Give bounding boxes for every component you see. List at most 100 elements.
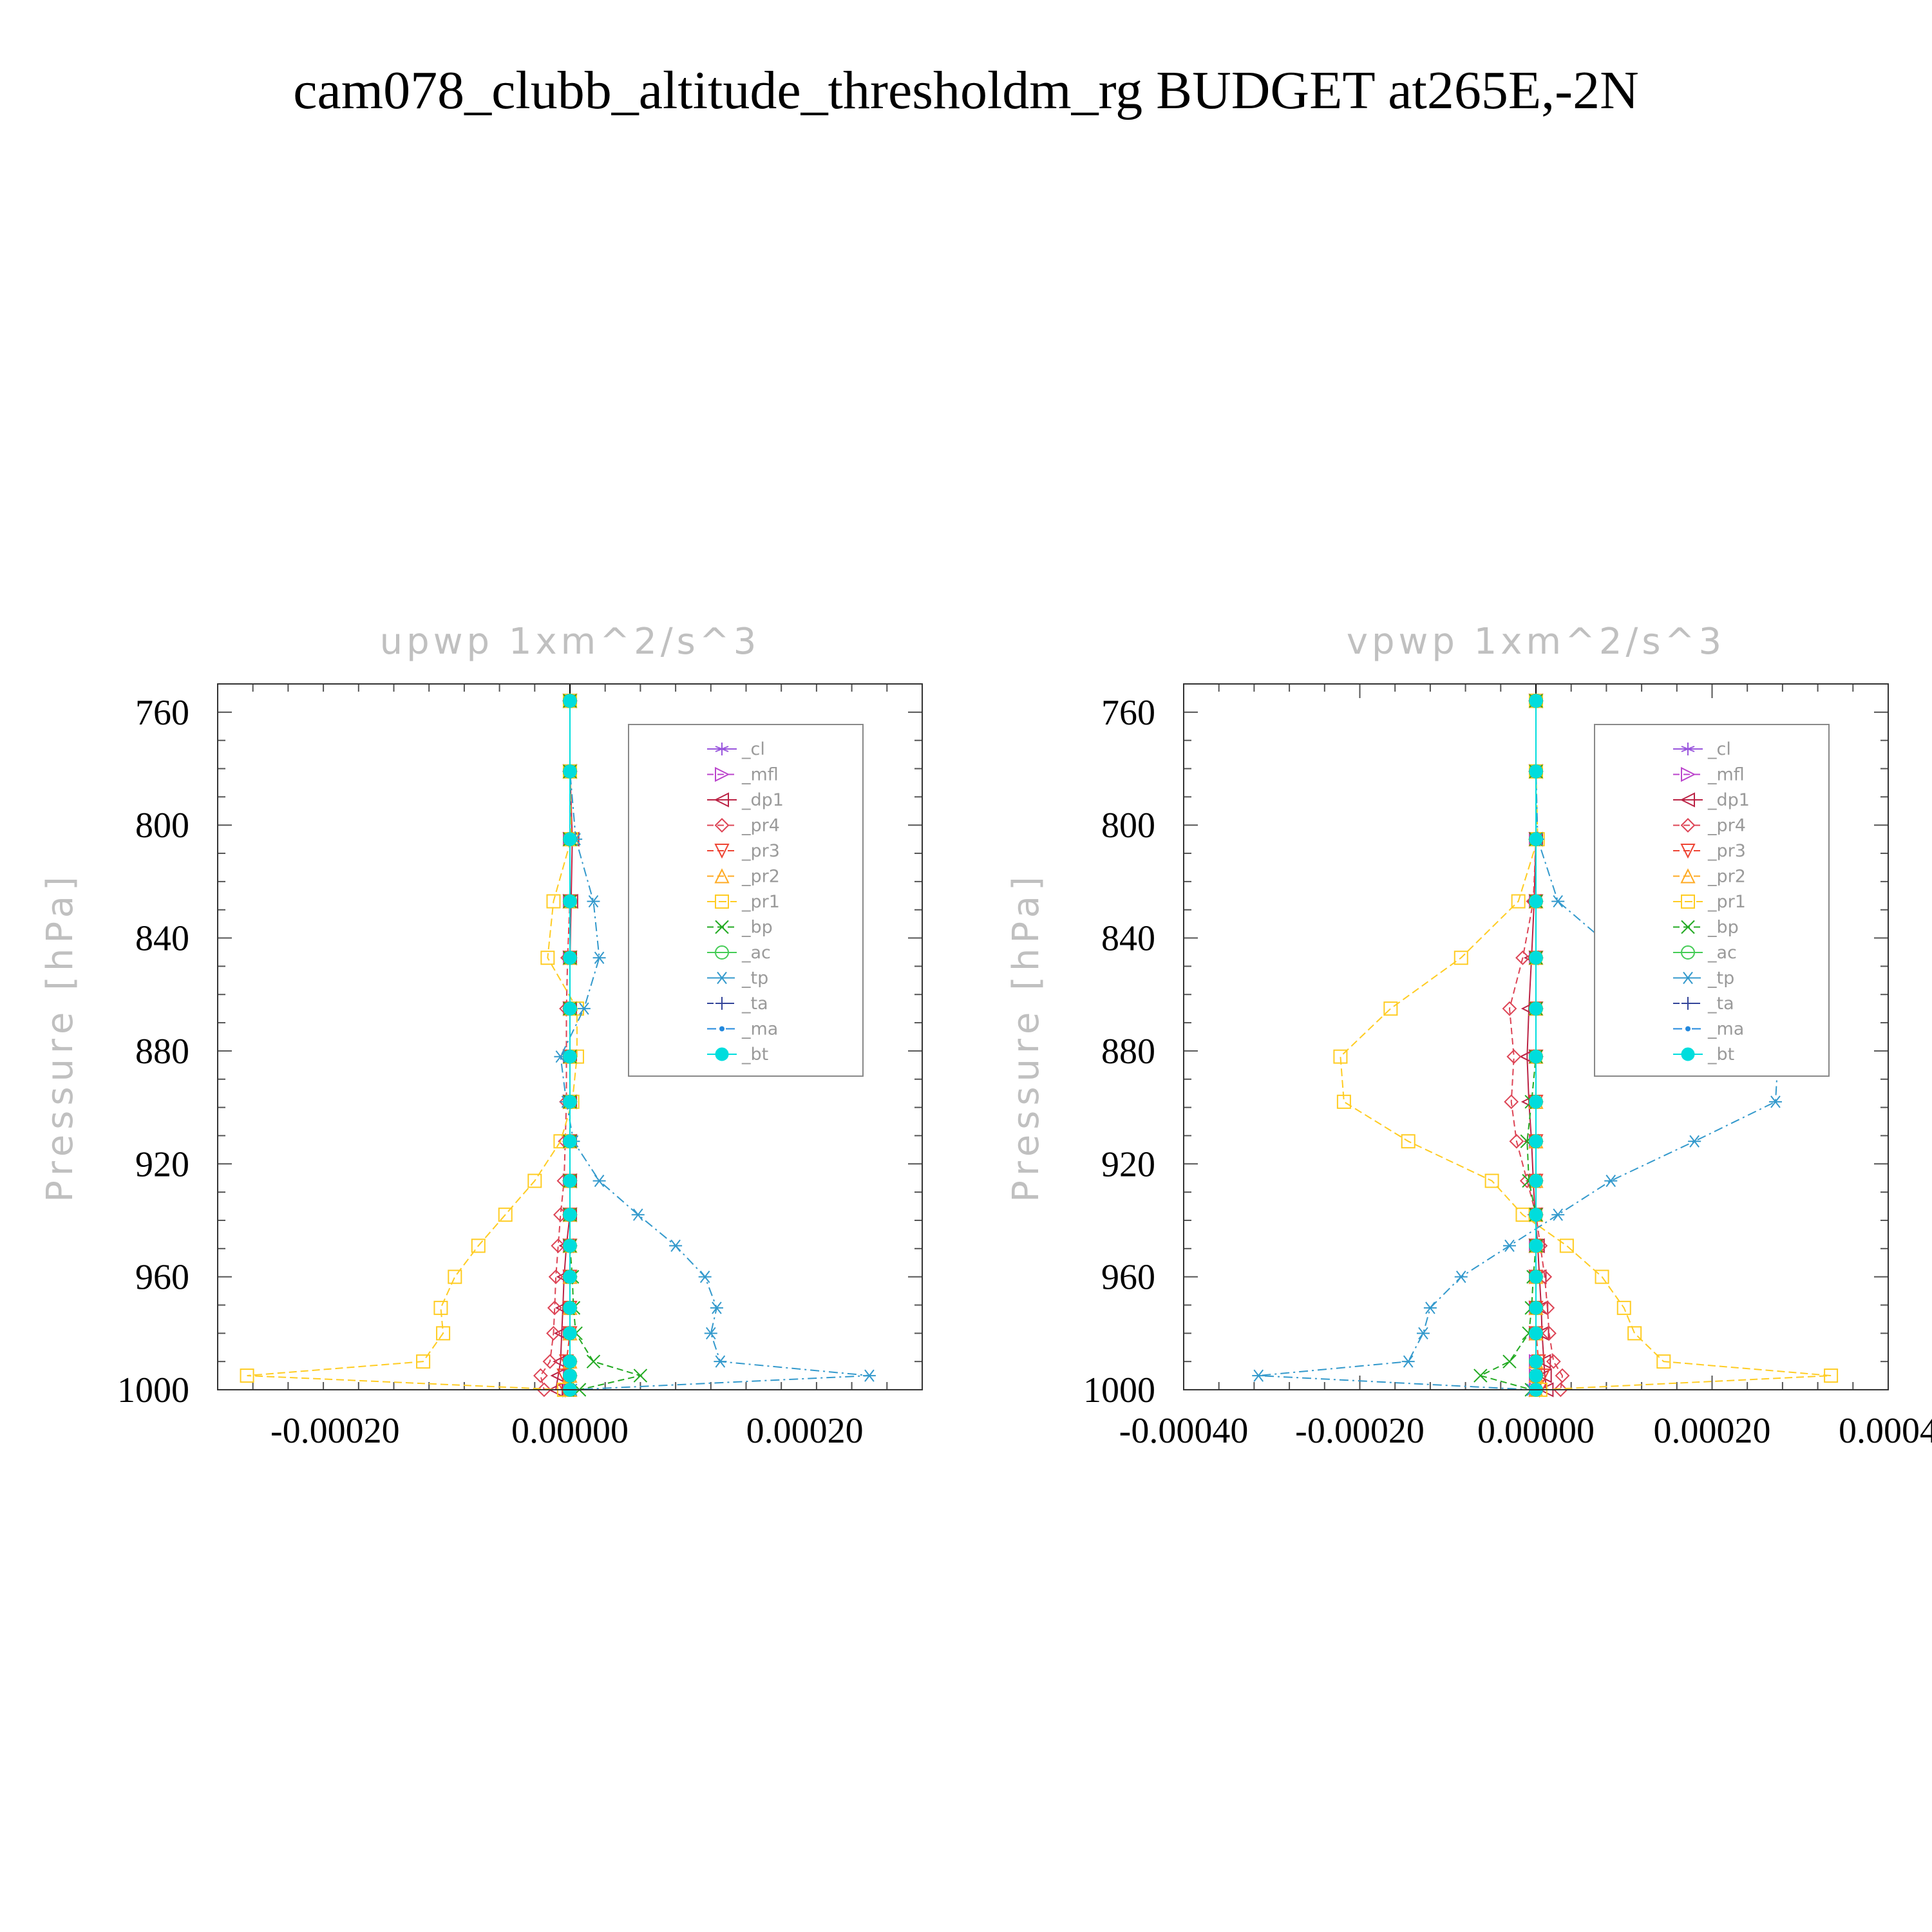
legend-entry: _ac	[741, 943, 771, 963]
legend-marker	[715, 997, 728, 1010]
y-axis-label: Pressure [hPa]	[39, 871, 81, 1202]
data-point	[631, 1208, 645, 1221]
data-point	[547, 1300, 562, 1316]
data-point	[1506, 1049, 1522, 1065]
data-point	[551, 1238, 566, 1253]
legend-marker	[1681, 997, 1694, 1010]
data-point	[433, 1300, 448, 1315]
legend-marker	[715, 971, 728, 985]
legend-entry: _ma	[741, 1019, 778, 1039]
legend-entry: _tp	[741, 969, 768, 989]
data-point	[563, 1174, 577, 1188]
data-point	[1529, 1368, 1543, 1383]
legend-marker	[719, 1026, 724, 1032]
data-point	[1529, 895, 1543, 909]
data-point	[1555, 1368, 1570, 1383]
legend-entry: _pr4	[741, 816, 780, 836]
figure-title: cam078_clubb_altitude_thresholdm_rg BUDG…	[293, 61, 1639, 120]
legend-entry: _pr2	[741, 867, 780, 887]
data-point	[540, 951, 555, 965]
series-line	[1526, 701, 1548, 1390]
legend-marker	[715, 743, 729, 755]
y-tick-label: 1000	[117, 1370, 189, 1410]
legend-marker	[1681, 920, 1695, 934]
legend-entry: _pr3	[741, 841, 780, 861]
data-point	[1616, 1300, 1631, 1315]
data-point	[563, 951, 577, 965]
data-point	[563, 694, 577, 708]
data-point	[862, 1369, 876, 1382]
y-tick-label: 880	[135, 1032, 189, 1072]
x-tick-label: 0.00000	[511, 1411, 629, 1451]
data-point	[1416, 1327, 1430, 1340]
data-point	[1529, 1326, 1543, 1340]
legend-entry: _pr3	[1707, 841, 1746, 861]
data-point	[1546, 1354, 1561, 1369]
data-point	[1509, 1133, 1524, 1149]
data-point	[471, 1238, 486, 1253]
data-point	[1688, 1135, 1701, 1148]
legend-entry: _dp1	[741, 790, 784, 810]
series-line	[1508, 701, 1564, 1390]
y-tick-label: 800	[1101, 806, 1155, 846]
data-point	[1824, 1368, 1839, 1383]
series-pr1	[240, 694, 584, 1397]
data-point	[1529, 832, 1543, 846]
legend-entry: _bp	[741, 918, 773, 938]
data-point	[448, 1269, 462, 1284]
legend-marker	[1681, 743, 1695, 755]
data-point	[1502, 1001, 1517, 1016]
y-tick-label: 1000	[1083, 1370, 1155, 1410]
legend-marker	[714, 844, 730, 859]
legend-entry: _bp	[1707, 918, 1739, 938]
data-point	[1333, 1049, 1348, 1064]
data-point	[1595, 1269, 1609, 1284]
data-point	[633, 1368, 648, 1383]
data-point	[1401, 1134, 1416, 1149]
x-tick-label: 0.00020	[746, 1411, 864, 1451]
data-point	[1540, 1300, 1555, 1316]
y-tick-label: 840	[135, 919, 189, 959]
data-point	[1542, 1325, 1557, 1341]
legend-marker	[715, 920, 729, 934]
plot-frame	[1183, 683, 1889, 1390]
data-point	[714, 1355, 727, 1368]
upwp-panel: upwp 1xm^2/s^3 Pressure [hPa] 760 800 840 880…	[39, 621, 923, 1451]
x-tick-label: 0.00020	[1654, 1411, 1771, 1451]
vpwp-panel: vpwp 1xm^2/s^3 Pressure [hPa] 760 800 840 880…	[1005, 621, 1932, 1451]
data-point	[563, 1134, 577, 1148]
data-point	[436, 1326, 451, 1341]
legend-marker	[1680, 868, 1696, 884]
legend-entry: _mfl	[1707, 765, 1745, 785]
data-point	[1551, 895, 1565, 908]
legend: _cl _mfl _dp1 _pr4 _pr3 _pr2 _pr1 _bp _ac _tp _ta _…	[1594, 724, 1830, 1077]
legend-entry: _pr1	[741, 892, 780, 912]
panel-title: upwp 1xm^2/s^3	[380, 621, 761, 663]
legend-entry: _ta	[1707, 994, 1734, 1014]
data-point	[1529, 1050, 1543, 1064]
data-point	[1559, 1238, 1574, 1253]
data-point	[1529, 1301, 1543, 1315]
data-point	[1511, 894, 1526, 909]
legend-marker	[1681, 766, 1696, 782]
legend: _cl _mfl _dp1 _pr4 _pr3 _pr2 _pr1 _bp _ac _tp _ta _…	[628, 724, 864, 1077]
legend-entry: _ta	[741, 994, 768, 1014]
series-line	[247, 701, 578, 1390]
legend-entry: _cl	[1707, 739, 1731, 759]
legend-entry: _bt	[741, 1045, 768, 1065]
data-point	[563, 895, 577, 909]
legend-marker	[715, 895, 729, 909]
data-point	[704, 1327, 717, 1340]
legend-marker	[714, 868, 730, 884]
data-point	[1336, 1094, 1351, 1109]
y-tick-label: 920	[135, 1144, 189, 1184]
legend-marker	[1681, 895, 1695, 909]
legend-entry: _bt	[1707, 1045, 1734, 1065]
data-point	[1529, 1270, 1543, 1284]
data-point	[1383, 1001, 1398, 1016]
legend-entry: _ma	[1707, 1019, 1744, 1039]
data-point	[1423, 1302, 1437, 1314]
series-line	[1258, 701, 1779, 1390]
legend-entry: _dp1	[1707, 790, 1750, 810]
